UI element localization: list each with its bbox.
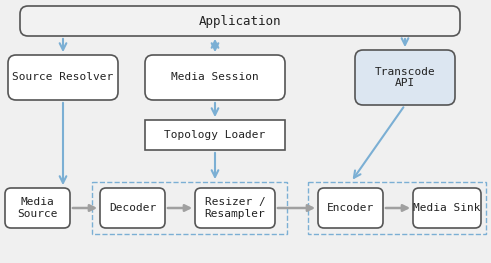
FancyBboxPatch shape [8,55,118,100]
Text: Application: Application [199,14,281,28]
FancyBboxPatch shape [5,188,70,228]
Text: Media Sink: Media Sink [413,203,481,213]
FancyBboxPatch shape [413,188,481,228]
Text: Source Resolver: Source Resolver [12,73,113,83]
FancyBboxPatch shape [195,188,275,228]
Text: Media Session: Media Session [171,73,259,83]
FancyBboxPatch shape [145,55,285,100]
Text: Decoder: Decoder [109,203,156,213]
Bar [308,182,486,234]
Bar [92,182,287,234]
FancyBboxPatch shape [20,6,460,36]
Text: Transcode
API: Transcode API [375,67,436,88]
Text: Media
Source: Media Source [17,197,58,219]
FancyBboxPatch shape [318,188,383,228]
FancyBboxPatch shape [355,50,455,105]
Text: Resizer /
Resampler: Resizer / Resampler [205,197,265,219]
Text: Encoder: Encoder [327,203,374,213]
FancyBboxPatch shape [100,188,165,228]
Bar [145,120,285,150]
Text: Topology Loader: Topology Loader [164,130,266,140]
